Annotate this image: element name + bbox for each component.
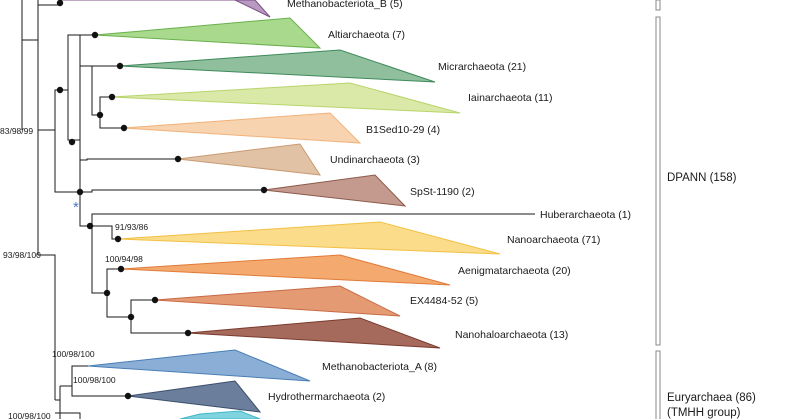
support-value: 100/98/100 bbox=[8, 411, 51, 419]
label-huberarchaeota: Huberarchaeota (1) bbox=[540, 209, 631, 221]
label-nanoarchaeota: Nanoarchaeota (71) bbox=[507, 234, 600, 246]
label-altiarchaeota: Altiarchaeota (7) bbox=[328, 29, 405, 41]
label-hydrothermarchaeota: Hydrothermarchaeota (2) bbox=[268, 391, 385, 403]
clade-spst-1190 bbox=[263, 174, 407, 207]
clade-partial-bottom bbox=[179, 410, 261, 419]
group-label-euryarchaea: Euryarchaea (86) bbox=[667, 392, 756, 404]
label-methanobacteriota-b: Methanobacteriota_B (5) bbox=[287, 0, 403, 10]
clade-iainarchaeota bbox=[111, 82, 461, 114]
clade-undinarchaeota bbox=[177, 143, 321, 176]
label-nanohaloarchaeota: Nanohaloarchaeota (13) bbox=[455, 329, 568, 341]
label-undinarchaeota: Undinarchaeota (3) bbox=[330, 154, 420, 166]
clade-triangles bbox=[60, 0, 501, 419]
support-value: 100/98/100 bbox=[73, 375, 116, 385]
label-methanobacteriota-a: Methanobacteriota_A (8) bbox=[322, 361, 437, 373]
clade-ex4484-52 bbox=[154, 285, 401, 317]
label-aenigmatarchaeota: Aenigmatarchaeota (20) bbox=[458, 265, 571, 277]
label-b1sed10-29: B1Sed10-29 (4) bbox=[366, 124, 440, 136]
clade-b1sed10-29 bbox=[123, 112, 362, 144]
bracket-euryarchaea bbox=[655, 350, 661, 419]
clade-micrarchaeota bbox=[119, 49, 436, 83]
tree-nodes bbox=[56, 0, 268, 400]
clade-altiarchaeota bbox=[94, 17, 322, 49]
clade-labels: Methanobacteriota_B (5) Altiarchaeota (7… bbox=[268, 0, 631, 403]
group-brackets bbox=[655, 0, 661, 419]
clade-nanohaloarchaeota bbox=[187, 317, 441, 349]
bracket-dpann bbox=[655, 16, 661, 346]
clade-hydrothermarchaeota bbox=[127, 380, 262, 413]
group-label-dpann: DPANN (158) bbox=[667, 172, 737, 184]
support-value: 100/98/100 bbox=[52, 349, 95, 359]
bracket-top bbox=[655, 0, 661, 11]
clade-aenigmatarchaeota bbox=[120, 254, 451, 286]
label-iainarchaeota: Iainarchaeota (11) bbox=[468, 92, 552, 104]
support-value: 100/94/98 bbox=[105, 254, 143, 264]
asterisk-marker: * bbox=[73, 199, 79, 216]
support-values: 83/98/99 93/98/100 91/93/86 100/94/98 10… bbox=[0, 126, 148, 419]
label-micrarchaeota: Micrarchaeota (21) bbox=[438, 61, 526, 73]
support-value: 83/98/99 bbox=[0, 126, 33, 136]
support-value: 91/93/86 bbox=[115, 222, 148, 232]
clade-nanoarchaeota bbox=[117, 221, 501, 255]
clade-methanobacteriota-a bbox=[87, 349, 311, 382]
label-ex4484-52: EX4484-52 (5) bbox=[410, 295, 478, 307]
group-label-tmhh: (TMHH group) bbox=[667, 407, 741, 419]
clade-methanobacteriota-b bbox=[60, 0, 271, 18]
label-spst-1190: SpSt-1190 (2) bbox=[410, 186, 475, 198]
support-value: 93/98/100 bbox=[3, 250, 41, 260]
